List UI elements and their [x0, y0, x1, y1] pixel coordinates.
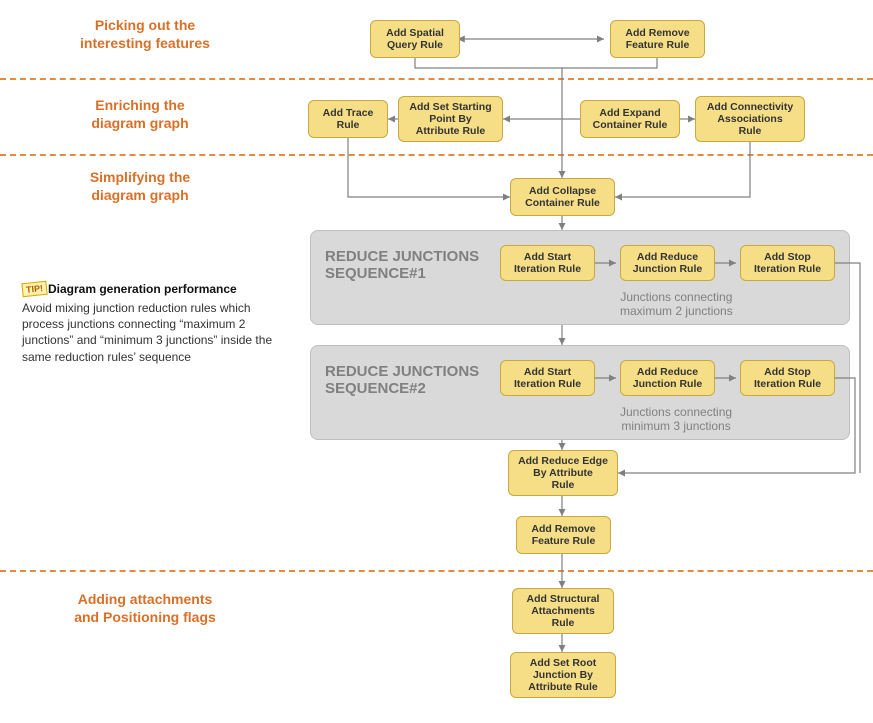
tip-badge-icon: TIP!: [21, 281, 47, 298]
node-add-collapse-container: Add CollapseContainer Rule: [510, 178, 615, 216]
reduce-sequence-1-sub: Junctions connectingmaximum 2 junctions: [620, 290, 733, 318]
node-add-remove-feature-2: Add RemoveFeature Rule: [516, 516, 611, 554]
section-label-picking: Picking out theinteresting features: [55, 16, 235, 52]
section-divider: [0, 154, 873, 156]
edge: [615, 142, 750, 197]
diagram-canvas: Picking out theinteresting features Enri…: [0, 0, 873, 723]
node-add-set-root-junction: Add Set RootJunction ByAttribute Rule: [510, 652, 616, 698]
tip-title: Diagram generation performance: [48, 282, 237, 296]
edge: [562, 58, 657, 68]
node-add-reduce-edge: Add Reduce EdgeBy AttributeRule: [508, 450, 618, 496]
reduce-sequence-1-title: REDUCE JUNCTIONSSEQUENCE#1: [325, 248, 479, 282]
section-divider: [0, 78, 873, 80]
section-label-adding: Adding attachmentsand Positioning flags: [45, 590, 245, 626]
node-seq2-start-iteration: Add StartIteration Rule: [500, 360, 595, 396]
section-label-simplifying: Simplifying thediagram graph: [60, 168, 220, 204]
node-seq1-reduce-junction: Add ReduceJunction Rule: [620, 245, 715, 281]
edge: [348, 138, 510, 197]
node-add-structural-attach: Add StructuralAttachmentsRule: [512, 588, 614, 634]
reduce-sequence-2-sub: Junctions connectingminimum 3 junctions: [620, 405, 732, 433]
section-label-enriching: Enriching thediagram graph: [60, 96, 220, 132]
node-seq1-start-iteration: Add StartIteration Rule: [500, 245, 595, 281]
reduce-sequence-2-title: REDUCE JUNCTIONSSEQUENCE#2: [325, 363, 479, 397]
node-seq2-stop-iteration: Add StopIteration Rule: [740, 360, 835, 396]
node-seq1-stop-iteration: Add StopIteration Rule: [740, 245, 835, 281]
tip-text: Avoid mixing junction reduction rules wh…: [22, 300, 277, 365]
node-add-connectivity-assoc: Add ConnectivityAssociationsRule: [695, 96, 805, 142]
node-add-expand-container: Add ExpandContainer Rule: [580, 100, 680, 138]
node-add-set-starting-point: Add Set StartingPoint ByAttribute Rule: [398, 96, 503, 142]
node-seq2-reduce-junction: Add ReduceJunction Rule: [620, 360, 715, 396]
node-add-remove-feature: Add RemoveFeature Rule: [610, 20, 705, 58]
section-divider: [0, 570, 873, 572]
node-add-spatial-query: Add SpatialQuery Rule: [370, 20, 460, 58]
node-add-trace: Add TraceRule: [308, 100, 388, 138]
